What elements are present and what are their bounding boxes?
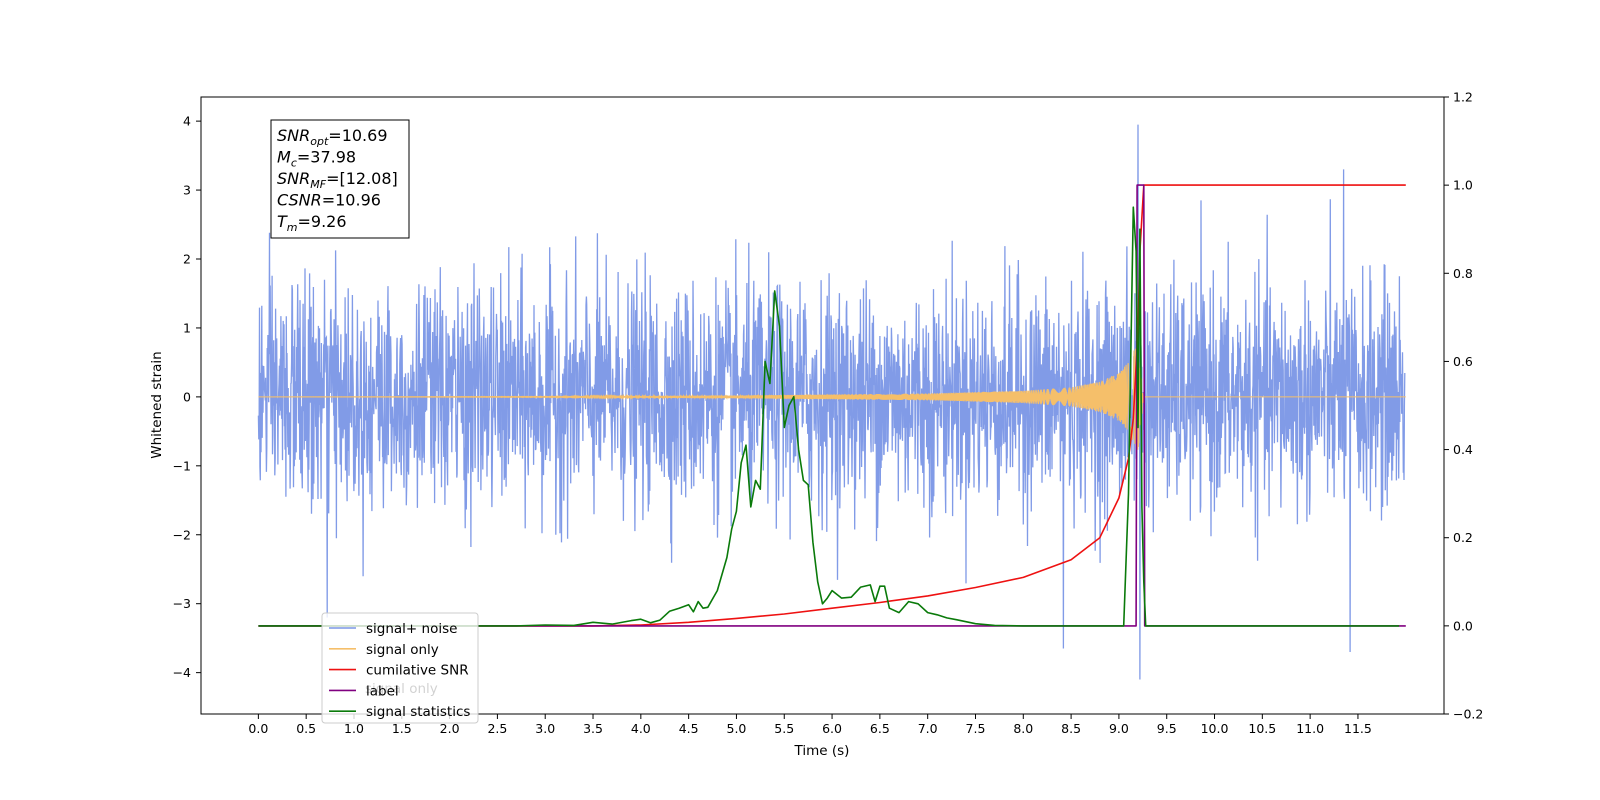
- x-tick-label: 3.0: [535, 721, 555, 736]
- x-tick-label: 11.5: [1344, 721, 1372, 736]
- y-tick-label: −1: [173, 458, 191, 473]
- y2-tick-label: 0.6: [1453, 354, 1473, 369]
- x-axis-title: Time (s): [794, 743, 850, 759]
- y-tick-label: −3: [173, 596, 191, 611]
- x-tick-label: 9.0: [1109, 721, 1129, 736]
- x-tick-label: 0.5: [296, 721, 316, 736]
- annotation-line: CSNR=10.96: [277, 191, 381, 210]
- x-tick-label: 1.5: [392, 721, 412, 736]
- y-tick-label: 3: [183, 183, 191, 198]
- annotation-line: SNRopt=10.69: [277, 126, 388, 148]
- legend-label: signal only: [366, 642, 439, 658]
- y2-tick-label: 1.0: [1453, 178, 1473, 193]
- x-tick-label: 8.5: [1061, 721, 1081, 736]
- annotation-line: Tm=9.26: [277, 212, 347, 234]
- legend-label: label: [366, 683, 399, 699]
- y2-tick-label: 0.0: [1453, 618, 1473, 633]
- x-tick-label: 5.5: [774, 721, 794, 736]
- plot-frame: [200, 96, 1445, 715]
- annotation-line: Mc=37.98: [277, 148, 356, 170]
- legend: signal only signal+ noise signal only cumi…: [321, 612, 479, 724]
- x-tick-label: 7.5: [966, 721, 986, 736]
- y2-tick-label: −0.2: [1453, 707, 1483, 722]
- x-tick-label: 11.0: [1296, 721, 1324, 736]
- x-tick-label: 9.5: [1157, 721, 1177, 736]
- legend-label: cumilative SNR: [366, 663, 469, 679]
- annotation-box: SNRopt=10.69Mc=37.98SNRMF=[12.08]CSNR=10…: [270, 119, 410, 239]
- y2-axis: −0.2 0.0 0.2 0.4 0.6 0.8 1.0 1.2: [1444, 90, 1483, 722]
- y-tick-label: 0: [183, 389, 191, 404]
- legend-label: signal statistics: [366, 704, 470, 720]
- x-tick-label: 7.0: [918, 721, 938, 736]
- x-tick-label: 5.0: [727, 721, 747, 736]
- x-tick-label: 2.5: [487, 721, 507, 736]
- x-tick-label: 0.0: [248, 721, 268, 736]
- annotation-line: SNRMF=[12.08]: [277, 169, 398, 191]
- y-tick-label: 2: [183, 252, 191, 267]
- legend-frame: [321, 612, 479, 724]
- x-tick-label: 10.0: [1201, 721, 1229, 736]
- x-tick-label: 3.5: [583, 721, 603, 736]
- y-tick-label: 4: [183, 114, 191, 129]
- series-line-signal-statistics: [258, 206, 1400, 627]
- x-tick-label: 6.5: [870, 721, 890, 736]
- legend-label: signal+ noise: [366, 621, 457, 637]
- y-tick-label: 1: [183, 320, 191, 335]
- legend-overlay-text: signal only: [365, 681, 438, 697]
- y-axis-title: Whitened strain: [149, 351, 165, 458]
- x-tick-label: 2.0: [440, 721, 460, 736]
- y2-tick-label: 0.8: [1453, 266, 1473, 281]
- x-axis: 0.0 0.5 1.0 1.5 2.0 2.5 3.0 3.5 4.0 4.5 5.0 5.5 6.0 6…: [248, 714, 1372, 736]
- x-tick-label: 8.0: [1013, 721, 1033, 736]
- x-tick-label: 4.0: [631, 721, 651, 736]
- x-tick-label: 1.0: [344, 721, 364, 736]
- y2-tick-label: 0.4: [1453, 442, 1473, 457]
- series-line-signal-only: [258, 343, 1406, 450]
- y2-tick-label: 0.2: [1453, 530, 1473, 545]
- series-layer: [257, 124, 1406, 680]
- x-tick-label: 4.5: [679, 721, 699, 736]
- series-line-signal-noise: [257, 124, 1406, 680]
- y-axis: −4 −3 −2 −1 0 1 2 3 4: [173, 114, 201, 680]
- y2-tick-label: 1.2: [1453, 90, 1473, 105]
- y-tick-label: −2: [173, 527, 191, 542]
- x-tick-label: 10.5: [1248, 721, 1276, 736]
- y-tick-label: −4: [173, 665, 191, 680]
- x-tick-label: 6.0: [822, 721, 842, 736]
